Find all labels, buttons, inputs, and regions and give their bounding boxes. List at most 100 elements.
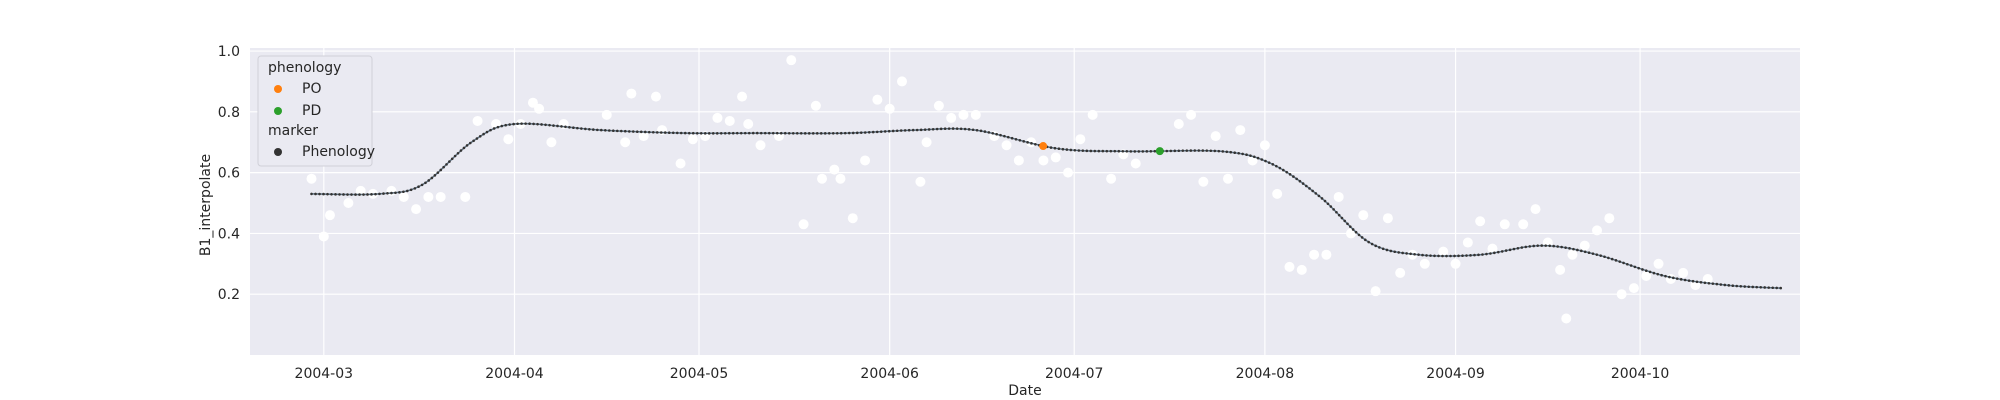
- curve-marker: [695, 131, 699, 135]
- raw-point: [423, 191, 434, 202]
- curve-marker: [771, 131, 775, 135]
- raw-point: [1628, 283, 1639, 294]
- curve-marker: [1282, 168, 1285, 172]
- curve-marker: [588, 127, 591, 131]
- curve-marker: [1311, 189, 1314, 193]
- curve-marker: [1469, 254, 1472, 257]
- curve-marker: [366, 193, 369, 196]
- curve-marker: [999, 133, 1002, 137]
- curve-marker: [1421, 253, 1424, 257]
- curve-marker: [450, 157, 454, 161]
- curve-marker: [1209, 149, 1213, 153]
- curve-marker: [887, 129, 891, 133]
- curve-marker: [1026, 141, 1029, 144]
- curve-marker: [1413, 252, 1416, 256]
- x-tick-label: 2004-10: [1611, 366, 1670, 382]
- curve-marker: [675, 131, 679, 135]
- raw-point: [1475, 216, 1486, 227]
- curve-marker: [1652, 271, 1656, 275]
- curve-marker: [1739, 284, 1743, 288]
- raw-point: [687, 134, 698, 145]
- raw-point: [546, 137, 557, 148]
- curve-marker: [1349, 225, 1352, 228]
- curve-marker: [627, 130, 631, 133]
- curve-marker: [1030, 142, 1033, 145]
- x-axis-label: Date: [1008, 383, 1041, 399]
- curve-marker: [492, 127, 496, 130]
- curve-marker: [1205, 149, 1209, 152]
- raw-point: [1358, 210, 1369, 221]
- curve-marker: [552, 124, 555, 127]
- raw-point: [1395, 267, 1406, 278]
- curve-marker: [891, 129, 895, 133]
- curve-marker: [1465, 254, 1468, 257]
- raw-point: [1013, 155, 1024, 166]
- curve-marker: [1181, 149, 1185, 152]
- curve-marker: [358, 193, 361, 196]
- curve-marker: [751, 131, 755, 135]
- curve-marker: [1485, 252, 1488, 256]
- curve-marker: [1149, 149, 1153, 153]
- curve-marker: [1077, 149, 1081, 152]
- curve-marker: [1775, 286, 1779, 290]
- raw-point: [724, 115, 735, 126]
- curve-marker: [1441, 254, 1444, 258]
- curve-marker: [1003, 134, 1006, 138]
- curve-marker: [923, 128, 927, 131]
- curve-marker: [580, 127, 583, 130]
- curve-marker: [1006, 135, 1010, 139]
- curve-markers: [310, 122, 1783, 290]
- curve-marker: [1703, 281, 1707, 285]
- curve-marker: [639, 130, 643, 134]
- curve-marker: [863, 131, 867, 134]
- curve-marker: [1679, 278, 1683, 281]
- curve-marker: [1101, 149, 1105, 153]
- raw-point: [1487, 243, 1498, 254]
- curve-marker: [767, 131, 771, 135]
- curve-marker: [927, 128, 931, 131]
- curve-marker: [1641, 268, 1644, 271]
- curve-marker: [1173, 149, 1177, 153]
- curve-marker: [1097, 149, 1101, 153]
- curve-marker: [1314, 192, 1318, 195]
- curve-marker: [607, 129, 611, 132]
- curve-marker: [1367, 240, 1370, 244]
- curve-marker: [1622, 261, 1625, 265]
- x-tick-label: 2004-03: [295, 366, 354, 382]
- raw-point: [860, 155, 871, 166]
- curve-marker: [803, 132, 807, 135]
- curve-marker: [1579, 249, 1583, 253]
- raw-point: [1210, 131, 1221, 142]
- curve-marker: [615, 129, 619, 133]
- curve-marker: [1508, 248, 1512, 252]
- curve-marker: [1599, 254, 1602, 257]
- curve-marker: [1755, 285, 1759, 289]
- raw-point: [1106, 173, 1117, 184]
- curve-marker: [1425, 254, 1428, 257]
- curve-marker: [1275, 164, 1278, 168]
- curve-marker: [445, 163, 448, 166]
- legend-box: [257, 55, 373, 167]
- y-tick-label: 0.2: [218, 287, 240, 303]
- curve-marker: [482, 132, 485, 136]
- curve-marker: [475, 137, 479, 140]
- curve-marker: [1201, 149, 1205, 152]
- curve-marker: [1292, 175, 1295, 178]
- raw-point: [1296, 264, 1307, 275]
- curve-marker: [1445, 254, 1448, 258]
- curve-marker: [1010, 136, 1014, 140]
- curve-marker: [1759, 286, 1763, 289]
- curve-marker: [1053, 146, 1057, 150]
- curve-marker: [807, 132, 811, 135]
- curve-marker: [1320, 197, 1324, 200]
- curve-marker: [971, 128, 975, 132]
- curve-marker: [779, 131, 783, 135]
- curve-marker: [1699, 280, 1703, 284]
- curve-marker: [442, 165, 445, 169]
- curve-marker: [739, 131, 743, 135]
- curve-marker: [691, 131, 695, 135]
- curve-marker: [1504, 249, 1508, 252]
- curve-marker: [1743, 285, 1747, 288]
- curve-marker: [1668, 275, 1671, 279]
- raw-point: [1259, 140, 1270, 151]
